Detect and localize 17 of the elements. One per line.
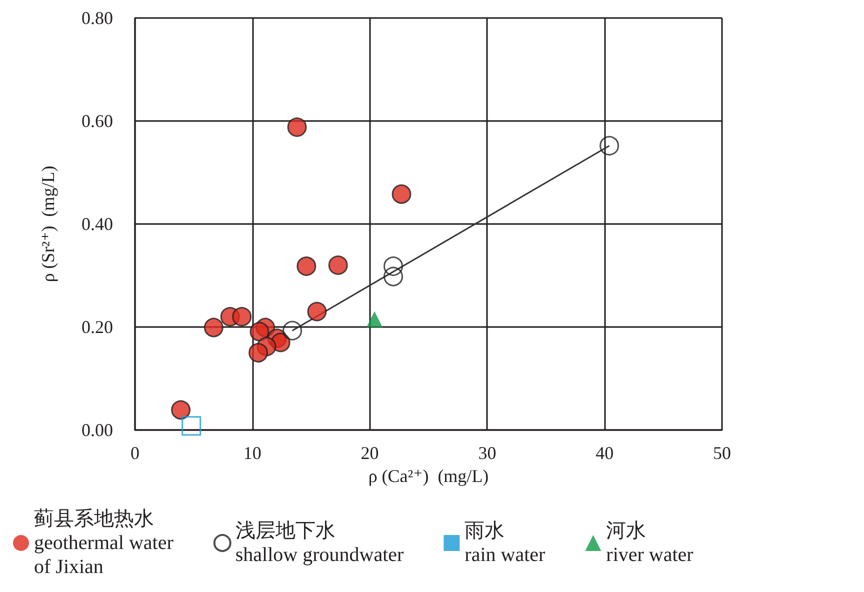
x-tick-label: 40 (596, 443, 614, 463)
y-tick-label: 0.00 (82, 420, 113, 440)
y-tick-label: 0.40 (82, 214, 113, 234)
legend-label: 浅层地下水 shallow groundwater (235, 520, 404, 566)
x-tick-label: 20 (360, 443, 379, 463)
x-tick-label: 30 (478, 443, 496, 463)
y-axis-title: ρ (Sr²⁺) (mg/L) (38, 166, 58, 282)
y-tick-label: 0.80 (82, 8, 113, 28)
y-tick-label: 0.60 (82, 111, 113, 131)
x-tick-label: 0 (130, 443, 140, 463)
x-tick-label: 50 (713, 443, 731, 463)
x-axis-title: ρ (Ca²⁺) (mg/L) (368, 466, 489, 486)
legend-label: 雨水 rain water (464, 520, 546, 566)
x-tick-label: 10 (243, 443, 262, 463)
legend-label: 河水 river water (606, 520, 694, 566)
legend-label: 蓟县系地热水 geothermal water of Jixian (34, 508, 174, 578)
y-tick-label: 0.20 (82, 317, 113, 337)
